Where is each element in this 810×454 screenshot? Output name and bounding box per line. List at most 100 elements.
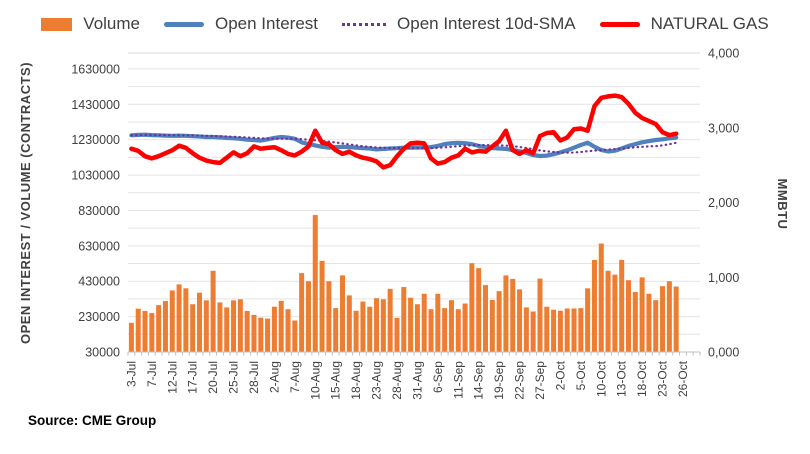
volume-bar (353, 310, 359, 352)
x-axis-tick-label: 25-Jul (227, 361, 241, 394)
x-axis (127, 351, 701, 356)
volume-bar (585, 288, 591, 352)
volume-bar (462, 303, 468, 352)
x-axis-tick-label: 17-Jul (186, 361, 200, 394)
volume-bar (510, 278, 516, 352)
legend-item-natural-gas: NATURAL GAS (599, 14, 769, 34)
open-interest-sma-swatch-icon (342, 22, 387, 26)
left-axis-tick-label: 1630000 (71, 62, 120, 76)
volume-bar (374, 298, 380, 352)
left-axis-title: OPEN INTEREST / VOLUME (CONTRACTS) (18, 62, 33, 344)
volume-bar (653, 300, 659, 352)
volume-bars (128, 215, 679, 352)
x-axis-tick-label: 10-Aug (308, 361, 322, 400)
volume-bar (551, 309, 557, 352)
volume-bar (217, 302, 223, 352)
x-axis-tick-label: 7-Aug (288, 361, 302, 393)
volume-bar (421, 293, 427, 352)
volume-bar (251, 314, 257, 352)
volume-bar (625, 280, 632, 352)
volume-bar (639, 277, 645, 352)
left-axis-tick-label: 430000 (78, 275, 120, 289)
left-axis-tick-label: 1030000 (71, 169, 120, 183)
right-axis-tick-label: 2,000 (708, 196, 739, 210)
volume-bar (305, 281, 311, 352)
volume-bar (244, 310, 250, 352)
x-axis-tick-label: 28-Jul (247, 361, 261, 394)
x-axis-tick-label: 7-Jul (145, 361, 159, 387)
volume-bar (380, 299, 386, 352)
open-interest-swatch-icon (164, 21, 204, 27)
volume-bar (135, 308, 141, 352)
volume-bar (503, 275, 509, 352)
x-axis-tick-label: 3-Jul (124, 361, 138, 387)
source-note: Source: CME Group (28, 413, 157, 428)
volume-bar (312, 215, 318, 352)
legend-label-natural-gas: NATURAL GAS (650, 14, 769, 33)
right-axis-tick-labels: 0,000 1,000 2,000 3,000 4,000 (708, 47, 739, 360)
volume-bar (646, 293, 652, 352)
volume-bar (591, 260, 597, 352)
x-axis-tick-label: 13-Oct (615, 360, 629, 397)
volume-bar (557, 310, 563, 352)
volume-bar (319, 260, 325, 352)
volume-bar (271, 306, 277, 352)
volume-bar (156, 305, 162, 352)
legend-item-open-interest: Open Interest (164, 14, 318, 34)
left-axis-tick-label: 230000 (78, 310, 120, 324)
volume-bar (455, 309, 461, 352)
right-axis-tick-label: 4,000 (708, 47, 739, 61)
x-axis-tick-label: 11-Sep (451, 361, 465, 399)
volume-bar (278, 300, 284, 352)
volume-bar (414, 304, 420, 352)
volume-bar (394, 317, 400, 352)
volume-bar (169, 290, 175, 352)
volume-bar (666, 281, 672, 352)
natural-gas-line (129, 93, 679, 170)
right-axis-tick-label: 1,000 (708, 271, 739, 285)
x-axis-tick-label: 20-Jul (206, 361, 220, 394)
volume-bar (435, 293, 441, 352)
right-axis-tick-label: 0,000 (708, 346, 739, 360)
volume-bar (183, 288, 189, 352)
legend-label-volume: Volume (83, 14, 140, 33)
volume-bar (530, 311, 536, 352)
volume-bar (517, 289, 523, 352)
left-axis-tick-label: 830000 (78, 204, 120, 218)
volume-bar (196, 292, 203, 352)
volume-bar (632, 292, 638, 352)
legend-label-open-interest-sma: Open Interest 10d-SMA (397, 14, 576, 33)
volume-bar (482, 285, 489, 352)
volume-bar (523, 307, 529, 352)
legend-item-open-interest-sma: Open Interest 10d-SMA (342, 14, 576, 34)
volume-swatch-icon (41, 17, 73, 31)
x-axis-tick-label: 15-Aug (329, 361, 343, 400)
volume-bar (660, 286, 666, 352)
x-axis-tick-label: 31-Aug (410, 361, 424, 400)
volume-bar (496, 291, 502, 352)
line-series (129, 93, 679, 170)
volume-bar (401, 287, 407, 352)
x-axis-tick-label: 26-Oct (676, 360, 690, 397)
volume-bar (442, 308, 448, 352)
volume-bar (326, 281, 332, 352)
volume-bar (598, 243, 604, 352)
left-axis-tick-label: 1230000 (71, 133, 120, 147)
volume-bar (258, 317, 264, 352)
volume-bar (619, 260, 625, 352)
volume-bar (448, 300, 454, 352)
volume-bar (299, 273, 305, 352)
volume-bar (210, 270, 216, 352)
volume-bar (333, 308, 339, 352)
volume-bar (149, 313, 155, 352)
x-axis-tick-label: 10-Oct (594, 360, 608, 397)
volume-bar (428, 309, 434, 352)
volume-bar (469, 263, 475, 352)
x-axis-tick-label: 23-Oct (656, 360, 670, 397)
volume-bar (231, 300, 237, 352)
volume-bar (346, 295, 352, 352)
volume-bar (339, 275, 346, 352)
x-axis-tick-label: 6-Sep (431, 361, 445, 393)
x-axis-tick-label: 2-Aug (267, 361, 281, 393)
